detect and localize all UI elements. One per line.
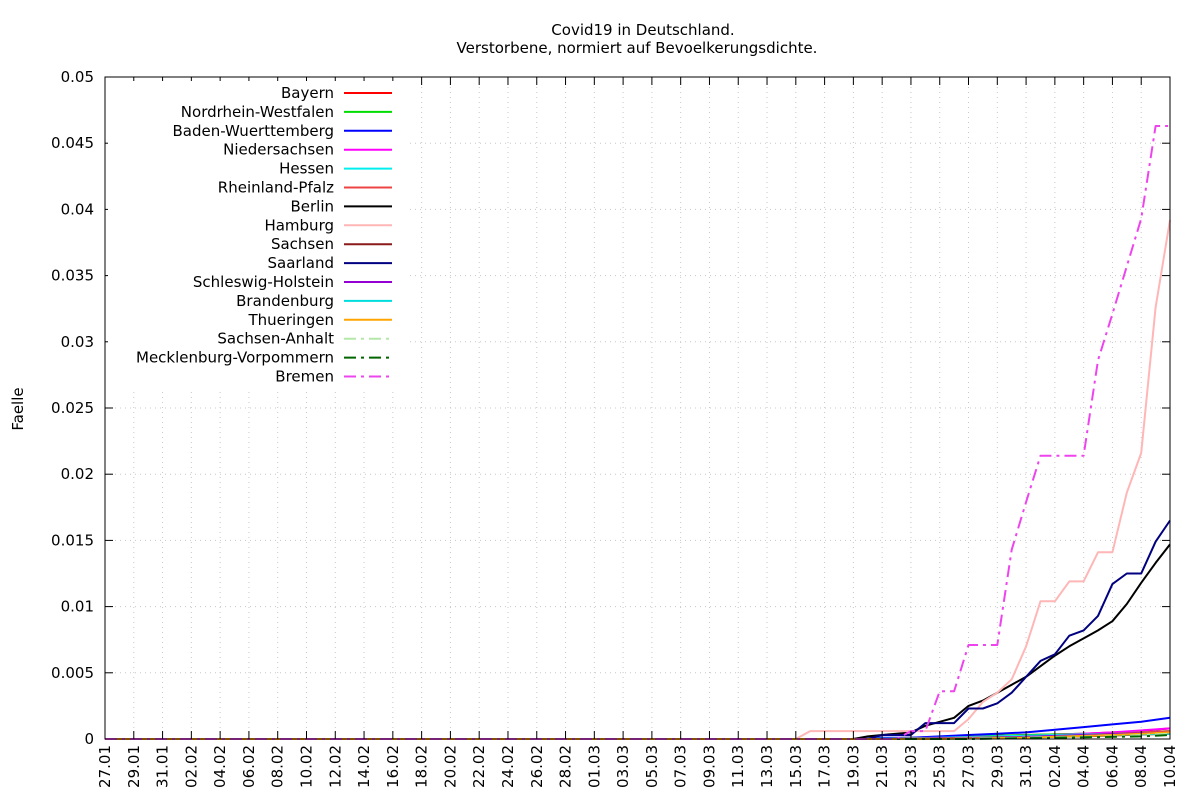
x-tick-label: 04.02 <box>211 745 229 788</box>
x-tick-label: 23.03 <box>902 745 920 788</box>
y-tick-label: 0.01 <box>61 598 94 616</box>
legend-label-hamburg: Hamburg <box>264 216 334 234</box>
x-tick-label: 31.03 <box>1017 745 1035 788</box>
legend-label-mecklenburg-vorpommern: Mecklenburg-Vorpommern <box>136 349 334 367</box>
legend-label-thueringen: Thueringen <box>247 311 334 329</box>
legend-label-nordrhein-westfalen: Nordrhein-Westfalen <box>181 103 334 121</box>
legend-label-hessen: Hessen <box>279 160 334 178</box>
x-tick-label: 09.03 <box>700 745 718 788</box>
x-tick-label: 21.03 <box>873 745 891 788</box>
legend-label-saarland: Saarland <box>268 254 334 272</box>
series-line-bremen <box>105 125 1170 740</box>
x-tick-label: 13.03 <box>758 745 776 788</box>
x-tick-label: 29.03 <box>988 745 1006 788</box>
legend-label-rheinland-pfalz: Rheinland-Pfalz <box>218 179 334 197</box>
x-tick-label: 08.02 <box>269 745 287 788</box>
x-tick-label: 06.04 <box>1103 745 1121 788</box>
y-tick-label: 0.035 <box>51 267 94 285</box>
x-tick-label: 19.03 <box>844 745 862 788</box>
legend-label-sachsen-anhalt: Sachsen-Anhalt <box>217 330 334 348</box>
y-tick-label: 0.005 <box>51 664 94 682</box>
x-tick-label: 03.03 <box>614 745 632 788</box>
legend-label-bayern: Bayern <box>281 84 334 102</box>
x-tick-label: 02.04 <box>1046 745 1064 788</box>
y-tick-label: 0.03 <box>61 333 94 351</box>
y-tick-label: 0.04 <box>61 200 94 218</box>
series-line-saarland <box>105 519 1171 740</box>
x-tick-label: 27.03 <box>960 745 978 788</box>
y-tick-label: 0 <box>84 730 94 748</box>
x-tick-label: 10.02 <box>297 745 315 788</box>
chart-title: Covid19 in Deutschland. <box>551 21 734 39</box>
x-tick-label: 08.04 <box>1132 745 1150 788</box>
axis-layer: 0 0.005 0.01 0.015 0.02 0.025 0.03 0.035 0.04 0.0… <box>51 68 1179 788</box>
x-tick-label: 04.04 <box>1075 745 1093 788</box>
y-tick-label: 0.045 <box>51 134 94 152</box>
grid-layer <box>105 77 1170 739</box>
x-tick-label: 11.03 <box>729 745 747 788</box>
x-tick-label: 24.02 <box>499 745 517 788</box>
x-tick-label: 07.03 <box>672 745 690 788</box>
x-tick-label: 02.02 <box>182 745 200 788</box>
x-tick-label: 10.04 <box>1161 745 1179 788</box>
x-tick-label: 15.03 <box>787 745 805 788</box>
x-tick-label: 18.02 <box>413 745 431 788</box>
y-tick-label: 0.015 <box>51 531 94 549</box>
legend-label-niedersachsen: Niedersachsen <box>223 141 334 159</box>
x-tick-label: 05.03 <box>643 745 661 788</box>
series-line-hamburg <box>105 219 1171 740</box>
x-tick-label: 27.01 <box>96 745 114 788</box>
x-tick-label: 01.03 <box>585 745 603 788</box>
x-tick-label: 22.02 <box>470 745 488 788</box>
x-tick-label: 16.02 <box>384 745 402 788</box>
y-axis-label: Faelle <box>9 387 27 430</box>
legend-label-sachsen: Sachsen <box>271 235 334 253</box>
y-tick-label: 0.05 <box>61 68 94 86</box>
x-tick-label: 31.01 <box>154 745 172 788</box>
x-tick-label: 29.01 <box>125 745 143 788</box>
legend: BayernNordrhein-WestfalenBaden-Wuerttemb… <box>108 81 408 391</box>
legend-label-brandenburg: Brandenburg <box>236 292 334 310</box>
legend-label-schleswig-holstein: Schleswig-Holstein <box>193 273 334 291</box>
series-line-berlin <box>105 543 1171 740</box>
x-tick-label: 06.02 <box>240 745 258 788</box>
x-tick-label: 28.02 <box>557 745 575 788</box>
x-tick-label: 14.02 <box>355 745 373 788</box>
legend-label-baden-wuerttemberg: Baden-Wuerttemberg <box>172 122 334 140</box>
x-tick-label: 12.02 <box>326 745 344 788</box>
x-tick-label: 25.03 <box>931 745 949 788</box>
legend-label-bremen: Bremen <box>275 368 334 386</box>
legend-label-berlin: Berlin <box>290 197 334 215</box>
chart-subtitle: Verstorbene, normiert auf Bevoelkerungsd… <box>457 39 818 57</box>
y-tick-label: 0.02 <box>61 465 94 483</box>
y-tick-label: 0.025 <box>51 399 94 417</box>
x-tick-label: 20.02 <box>441 745 459 788</box>
x-tick-label: 26.02 <box>528 745 546 788</box>
x-tick-label: 17.03 <box>816 745 834 788</box>
legend-background <box>108 81 408 391</box>
